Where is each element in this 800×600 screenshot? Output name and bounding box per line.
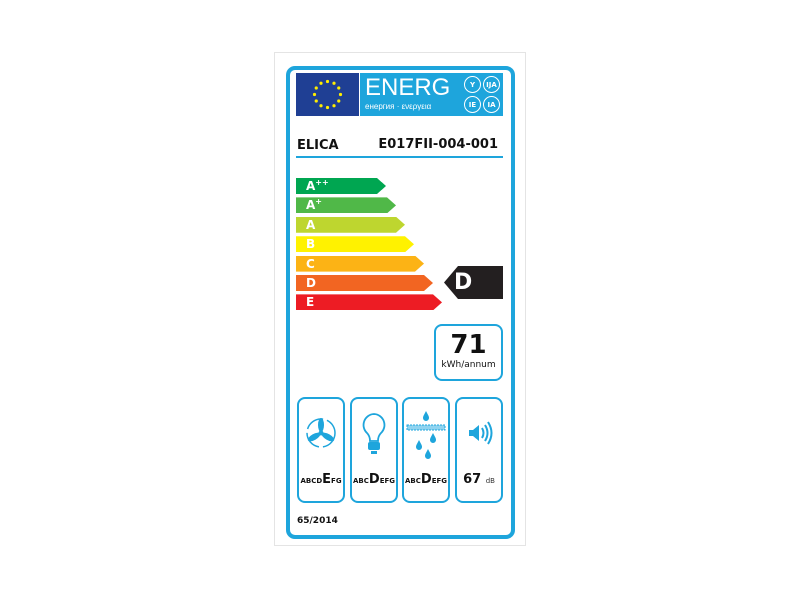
lighting-box: ABCDEFG — [350, 397, 398, 503]
lang-circle: IE — [464, 96, 481, 113]
regulation-number: 65/2014 — [297, 516, 338, 526]
lang-circle: IJA — [483, 76, 500, 93]
star-icon — [319, 104, 323, 108]
star-icon — [314, 86, 318, 90]
energy-value: 71 — [450, 330, 487, 360]
grease-filter-icon — [406, 411, 446, 459]
star-icon — [338, 92, 343, 97]
grease-filter-class: ABCDEFG — [405, 472, 447, 487]
eu-flag-icon — [296, 73, 359, 116]
grease-filter-box: ABCDEFG — [402, 397, 450, 503]
star-icon — [325, 79, 330, 84]
efficiency-bar: B — [296, 236, 414, 252]
efficiency-bar: A+ — [296, 197, 396, 213]
speaker-icon — [469, 421, 493, 445]
efficiency-bar: D — [296, 275, 433, 291]
light-bulb-icon — [362, 413, 386, 454]
rating-indicator: D — [444, 266, 503, 299]
energy-consumption-box: 71 kWh/annum — [434, 324, 503, 381]
star-icon — [337, 99, 341, 103]
star-icon — [332, 81, 336, 85]
fluid-dynamic-class: ABCDEFG — [300, 472, 342, 487]
energy-unit: kWh/annum — [441, 360, 496, 370]
divider — [296, 156, 503, 158]
efficiency-bar: C — [296, 256, 424, 272]
star-icon — [337, 86, 341, 90]
supplier-name: ELICA — [297, 138, 339, 153]
energ-subtitle: енергия · ενεργεια — [365, 102, 432, 111]
star-icon — [325, 105, 330, 110]
noise-box: 67 dB — [455, 397, 503, 503]
fan-icon — [306, 418, 336, 448]
efficiency-bar: A — [296, 217, 405, 233]
fluid-dynamic-box: ABCDEFG — [297, 397, 345, 503]
star-icon — [332, 104, 336, 108]
energ-title: ENERG — [365, 74, 451, 101]
efficiency-bar: E — [296, 294, 442, 310]
lang-circle: IA — [483, 96, 500, 113]
label-frame — [286, 66, 515, 539]
noise-level: 67 dB — [463, 472, 495, 487]
energy-header: ENERG енергия · ενεργεια Y IJA IE IA — [360, 73, 503, 116]
star-icon — [312, 92, 317, 97]
lang-circle: Y — [464, 76, 481, 93]
star-icon — [319, 81, 323, 85]
star-icon — [314, 99, 318, 103]
efficiency-bar: A++ — [296, 178, 386, 194]
lighting-class: ABCDEFG — [353, 472, 395, 487]
model-id: E017FII-004-001 — [378, 137, 498, 152]
